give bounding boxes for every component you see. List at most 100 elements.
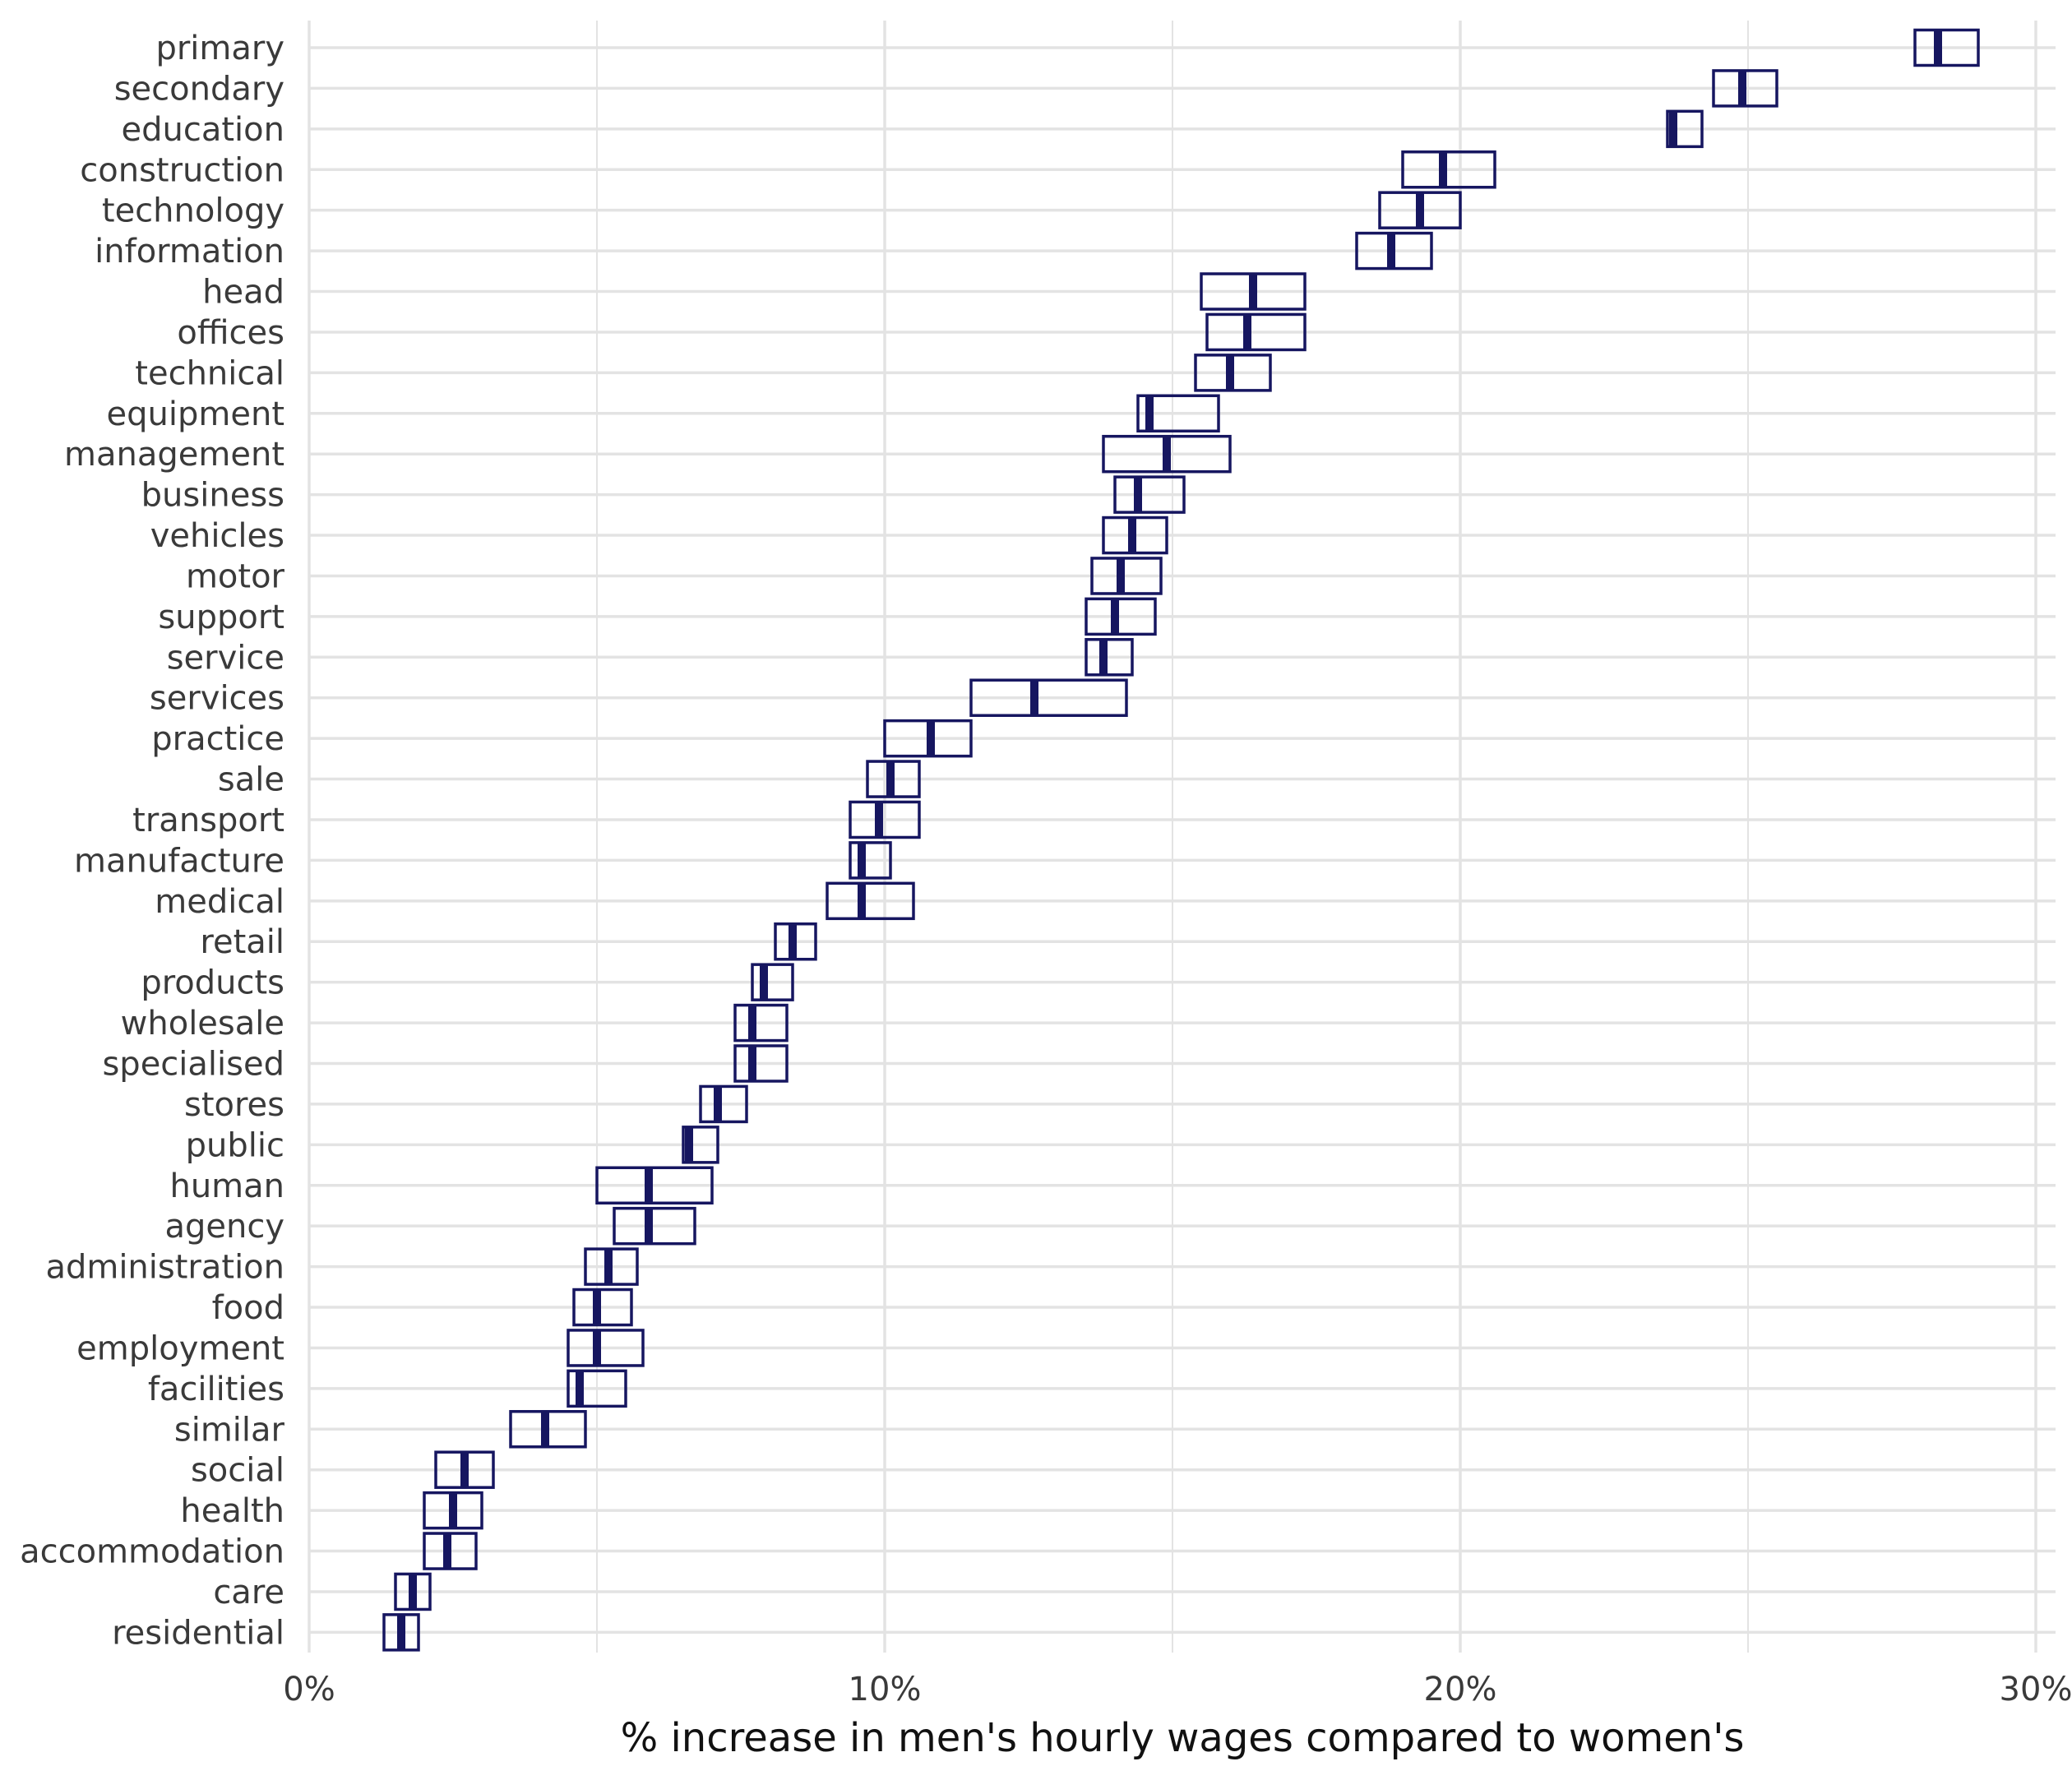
x-tick-label: 10% [849, 1671, 922, 1708]
x-tick-label: 30% [2000, 1671, 2072, 1708]
category-label: vehicles [150, 517, 284, 555]
category-label: services [150, 680, 284, 718]
category-label: secondary [114, 70, 284, 108]
crossbar-box [567, 1369, 627, 1408]
category-label: head [202, 274, 284, 312]
crossbar-public [682, 1126, 719, 1164]
category-label: business [141, 477, 284, 515]
crossbar-box [1205, 312, 1307, 352]
category-label: stores [184, 1086, 284, 1124]
category-label: information [95, 233, 284, 270]
category-label: employment [76, 1329, 284, 1367]
category-label: wholesale [121, 1005, 284, 1043]
category-label: equipment [107, 395, 284, 433]
crossbar-human [595, 1166, 714, 1205]
category-label: products [141, 964, 284, 1002]
category-label: sale [218, 761, 284, 799]
category-label: health [180, 1492, 284, 1530]
crossbar-technical [1194, 354, 1272, 392]
crossbar-sale [866, 760, 921, 798]
category-label: support [158, 599, 284, 636]
crossbar-box [572, 1288, 633, 1327]
crossbar-transport [849, 800, 921, 839]
crossbar-box [1085, 638, 1134, 677]
crossbar-box [1401, 150, 1496, 189]
category-label: agency [164, 1208, 284, 1246]
crossbar-agency [613, 1206, 696, 1246]
crossbar-box [1113, 475, 1186, 514]
label-layer: primarysecondaryeducationconstructiontec… [20, 30, 2072, 1708]
crossbar-secondary [1712, 69, 1778, 108]
crossbar-box [733, 1044, 789, 1083]
category-label: care [213, 1574, 284, 1611]
crossbar-box [699, 1084, 748, 1124]
category-label: food [212, 1289, 284, 1327]
crossbar-stores [699, 1084, 748, 1124]
category-label: human [169, 1167, 284, 1205]
crossbar-head [1200, 272, 1307, 311]
category-label: technology [102, 192, 284, 230]
crossbar-primary [1913, 28, 1980, 67]
crossbar-box [1090, 557, 1163, 595]
x-tick-label: 0% [283, 1671, 335, 1708]
category-label: accommodation [20, 1533, 284, 1571]
crossbar-layer [382, 28, 1980, 1652]
crossbar-box [733, 1003, 789, 1043]
crossbar-specialised [733, 1044, 789, 1083]
crossbar-box [826, 881, 915, 921]
category-label: motor [186, 557, 285, 595]
crossbar-box [969, 678, 1128, 717]
category-label: facilities [148, 1371, 284, 1408]
crossbar-services [969, 678, 1128, 717]
crossbar-equipment [1136, 394, 1220, 433]
crossbar-accommodation [423, 1532, 478, 1570]
crossbar-construction [1401, 150, 1496, 189]
crossbar-vehicles [1102, 516, 1168, 555]
crossbar-box [682, 1126, 719, 1164]
crossbar-management [1102, 434, 1232, 474]
category-label: residential [112, 1614, 284, 1652]
category-label: administration [45, 1249, 284, 1287]
category-label: service [167, 639, 284, 677]
crossbar-facilities [567, 1369, 627, 1408]
category-label: public [186, 1126, 284, 1164]
category-label: management [64, 436, 284, 474]
crossbar-box [1136, 394, 1220, 433]
category-label: specialised [102, 1046, 284, 1084]
crossbar-medical [826, 881, 915, 921]
category-label: construction [80, 151, 284, 189]
crossbar-offices [1205, 312, 1307, 352]
category-label: medical [155, 883, 284, 921]
crossbar-box [849, 800, 921, 839]
crossbar-box [849, 841, 892, 880]
x-tick-label: 20% [1424, 1671, 1497, 1708]
crossbar-food [572, 1288, 633, 1327]
grid-layer [308, 21, 2056, 1653]
crossbar-administration [584, 1247, 639, 1286]
crossbar-manufacture [849, 841, 892, 880]
category-label: social [191, 1452, 284, 1490]
crossbar-practice [883, 719, 973, 758]
category-label: manufacture [74, 842, 284, 880]
crossbar-education [1666, 109, 1704, 149]
category-label: technical [135, 354, 284, 392]
crossbar-business [1113, 475, 1186, 514]
crossbar-box [1666, 109, 1704, 149]
crossbar-health [423, 1491, 483, 1530]
crossbar-residential [382, 1613, 420, 1652]
category-label: transport [132, 802, 284, 839]
crossbar-box [613, 1206, 696, 1246]
crossbar-wholesale [733, 1003, 789, 1043]
crossbar-information [1355, 231, 1433, 270]
crossbar-social [434, 1450, 495, 1489]
crossbar-technology [1378, 191, 1462, 229]
crossbar-box [751, 963, 794, 1001]
crossbar-box [567, 1329, 645, 1367]
crossbar-similar [509, 1410, 587, 1449]
category-label: primary [155, 30, 284, 67]
category-label: education [122, 111, 284, 149]
crossbar-box [1913, 28, 1980, 67]
